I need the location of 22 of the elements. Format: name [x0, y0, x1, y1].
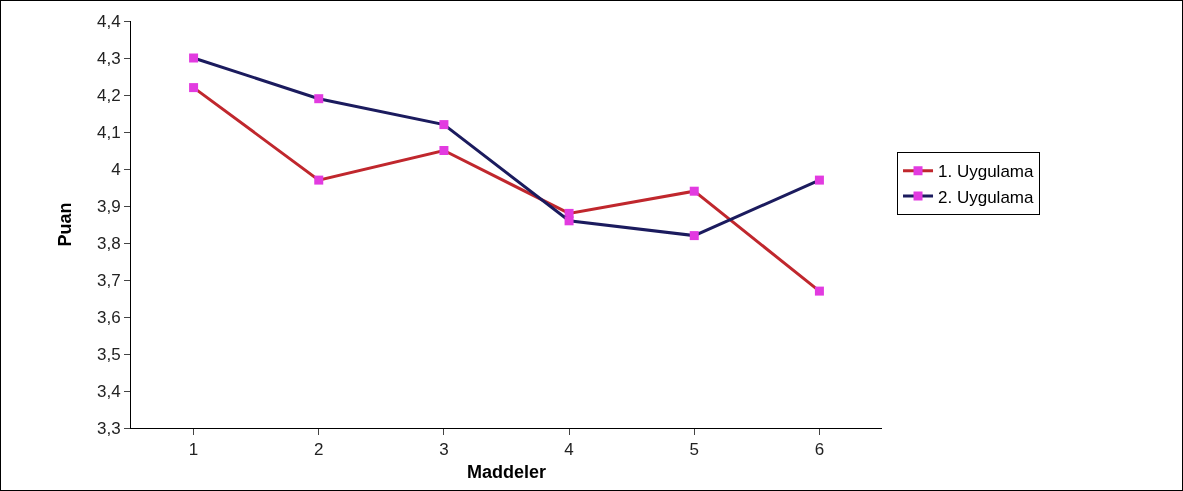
y-tick-label: 3,4 [96, 381, 121, 401]
y-tick-label: 3,3 [96, 418, 121, 438]
x-tick-label: 5 [689, 440, 699, 460]
x-tick-label: 2 [314, 440, 324, 460]
y-tick-label: 3,5 [96, 344, 121, 364]
y-tick-label: 4,4 [96, 11, 121, 31]
x-tick-label: 6 [814, 440, 825, 460]
y-tick-label: 4 [111, 159, 121, 179]
y-tick-label: 3,7 [96, 270, 121, 290]
x-axis-title: Maddeler [466, 461, 547, 482]
x-tick-label: 3 [439, 440, 449, 460]
legend-label: 2. Uygulama [938, 187, 1034, 207]
y-tick-label: 3,9 [96, 196, 121, 216]
y-axis-title: Puan [55, 202, 76, 247]
y-tick-label: 4,1 [96, 122, 121, 142]
y-tick-label: 4,2 [96, 85, 121, 105]
y-tick-label: 3,8 [96, 233, 121, 253]
x-tick-label: 1 [188, 440, 199, 460]
y-tick-label: 4,3 [96, 48, 121, 68]
y-tick-label: 3,6 [96, 307, 121, 327]
x-tick-label: 4 [564, 440, 574, 460]
legend-label: 1. Uygulama [938, 162, 1034, 182]
